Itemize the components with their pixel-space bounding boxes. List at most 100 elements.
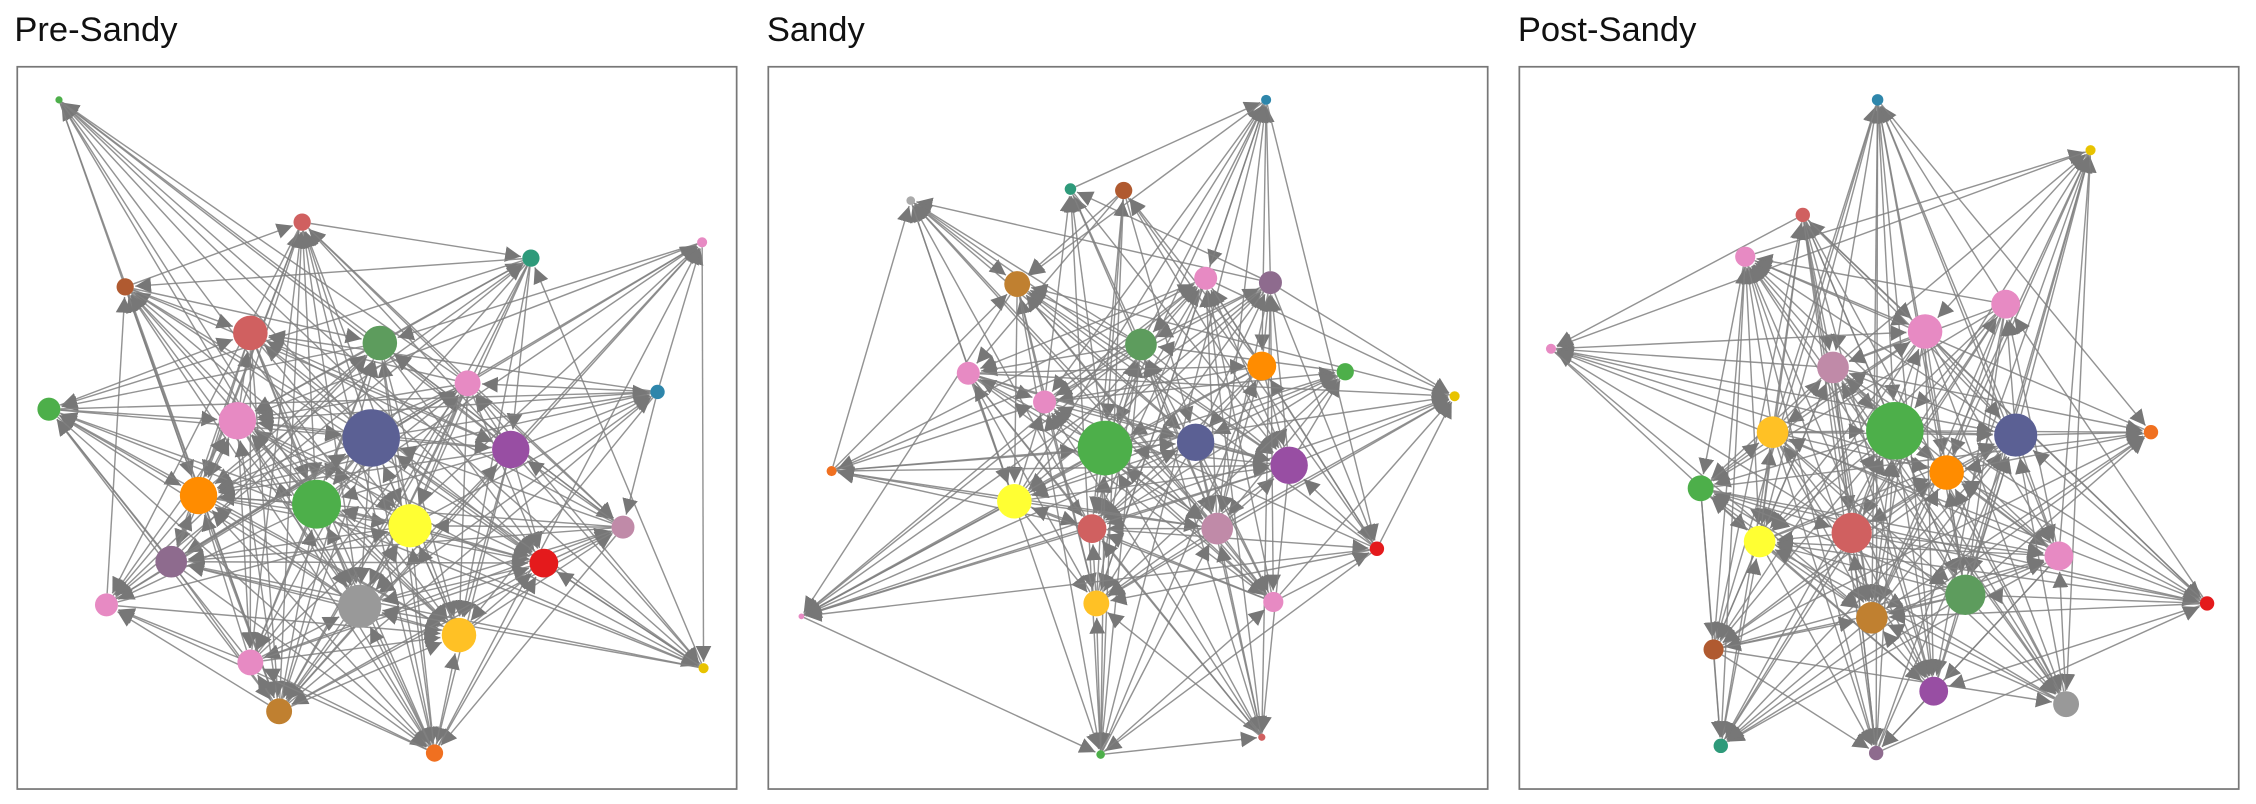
edge bbox=[980, 346, 1126, 377]
edge bbox=[1281, 552, 1370, 599]
edge bbox=[979, 375, 1270, 463]
edge bbox=[417, 395, 464, 505]
node bbox=[1033, 390, 1057, 414]
edge bbox=[1882, 630, 1925, 681]
edge bbox=[59, 412, 293, 498]
edge bbox=[1710, 442, 1760, 481]
edge bbox=[117, 527, 388, 603]
edge bbox=[1880, 103, 2147, 427]
node bbox=[155, 545, 188, 578]
node bbox=[1866, 402, 1924, 460]
node bbox=[650, 384, 665, 400]
edge bbox=[287, 622, 348, 701]
node bbox=[1201, 512, 1234, 545]
node bbox=[1713, 738, 1728, 754]
node bbox=[906, 196, 916, 205]
edge bbox=[188, 560, 699, 668]
edge bbox=[60, 384, 649, 410]
edge bbox=[1106, 533, 1265, 599]
edge bbox=[1227, 378, 1341, 516]
edge bbox=[1766, 555, 1873, 746]
node bbox=[698, 663, 709, 674]
edge bbox=[135, 258, 523, 293]
edge bbox=[1101, 540, 1261, 735]
edge bbox=[61, 103, 353, 418]
edge bbox=[288, 396, 652, 704]
node bbox=[1004, 271, 1031, 297]
edge bbox=[257, 394, 460, 653]
node bbox=[1449, 391, 1460, 402]
edge bbox=[481, 376, 651, 393]
edge bbox=[256, 348, 432, 745]
edge bbox=[1716, 447, 1771, 738]
edge bbox=[1782, 445, 1840, 518]
edge bbox=[1950, 317, 2002, 456]
edge bbox=[1776, 538, 2201, 604]
edge bbox=[1754, 262, 1999, 424]
node bbox=[116, 278, 134, 296]
edge bbox=[430, 530, 529, 563]
edge bbox=[1726, 627, 1861, 741]
edge bbox=[2013, 316, 2204, 598]
node bbox=[342, 409, 400, 467]
edge bbox=[1107, 398, 1450, 598]
edge bbox=[1556, 347, 1931, 469]
edge bbox=[1102, 375, 1252, 519]
edge bbox=[2020, 156, 2093, 415]
edge bbox=[187, 561, 339, 603]
node bbox=[237, 649, 264, 676]
edge bbox=[1723, 556, 2044, 648]
edge bbox=[1877, 105, 1901, 401]
edge bbox=[1882, 606, 2200, 751]
edge bbox=[1713, 105, 1877, 639]
edge bbox=[399, 438, 491, 455]
edge bbox=[1869, 541, 1947, 586]
edge bbox=[979, 358, 1247, 375]
edge bbox=[1713, 490, 2044, 558]
node bbox=[454, 370, 481, 397]
edge bbox=[2052, 571, 2069, 692]
node bbox=[1336, 363, 1354, 381]
edge bbox=[913, 202, 1007, 276]
node bbox=[441, 617, 477, 653]
node bbox=[1735, 246, 1756, 267]
edge bbox=[803, 294, 1011, 614]
edge bbox=[1719, 345, 1917, 641]
edge bbox=[803, 395, 1449, 617]
node bbox=[1687, 475, 1714, 502]
edge bbox=[287, 464, 498, 703]
edge bbox=[1978, 609, 2057, 695]
node bbox=[233, 315, 268, 351]
node bbox=[522, 249, 540, 267]
edge bbox=[980, 281, 1196, 370]
edge bbox=[1557, 346, 1868, 425]
edge bbox=[1557, 342, 1818, 368]
edge bbox=[1555, 325, 1907, 350]
edge bbox=[437, 247, 700, 746]
edge bbox=[1125, 198, 1194, 424]
edge bbox=[1848, 369, 2143, 436]
edge bbox=[1964, 432, 2145, 474]
edge bbox=[263, 631, 441, 662]
edge bbox=[533, 267, 703, 664]
edge bbox=[1216, 545, 1262, 734]
node bbox=[1795, 207, 1810, 223]
edge bbox=[527, 393, 650, 444]
edge bbox=[1881, 452, 2003, 606]
node bbox=[997, 484, 1032, 519]
edge bbox=[522, 463, 700, 664]
edge bbox=[1226, 540, 1267, 594]
edge bbox=[300, 231, 434, 745]
node bbox=[529, 548, 559, 578]
edge bbox=[476, 391, 614, 519]
edge bbox=[62, 102, 497, 439]
node bbox=[338, 584, 382, 628]
node bbox=[1907, 314, 1943, 349]
edge bbox=[1123, 291, 1262, 430]
edge bbox=[1203, 458, 1269, 592]
edge bbox=[1723, 650, 2052, 708]
edge bbox=[472, 533, 613, 627]
edge bbox=[1937, 342, 2202, 598]
edge bbox=[832, 205, 913, 467]
edge bbox=[254, 430, 392, 516]
